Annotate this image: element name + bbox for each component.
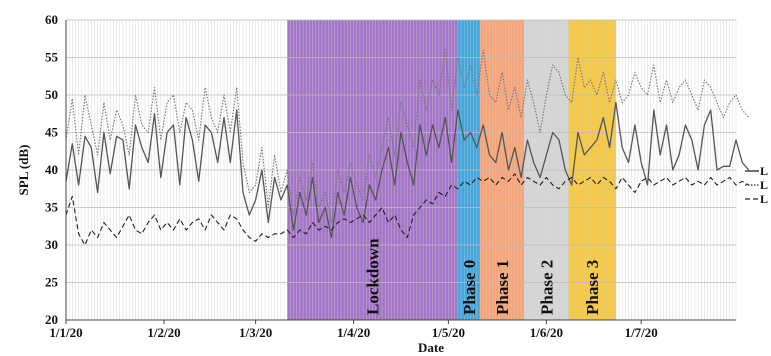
x-tick-label: 1/6/20	[530, 325, 563, 340]
series-line-dotted	[65, 49, 750, 224]
x-tick-label: 1/2/20	[147, 325, 180, 340]
phase-label: Phase 2	[537, 260, 556, 315]
phase-labels: Lockdown Phase 0 Phase 1 Phase 2 Phase 3	[364, 238, 603, 315]
phase-label: Phase 3	[583, 260, 602, 315]
y-tick-label: 20	[45, 312, 58, 327]
legend-label: L	[760, 164, 768, 178]
grid	[65, 19, 737, 321]
legend-label: L	[760, 178, 768, 192]
y-tick-label: 35	[45, 200, 59, 215]
legend-label: L	[760, 192, 768, 206]
y-tick-label: 25	[45, 275, 59, 290]
y-tick-label: 55	[45, 50, 59, 65]
x-tick-label: 1/5/20	[432, 325, 465, 340]
phase-label: Phase 1	[493, 260, 512, 315]
y-tick-label: 60	[45, 12, 58, 27]
series-lines	[65, 49, 750, 246]
y-tick-label: 50	[45, 87, 58, 102]
phase-label: Phase 0	[460, 260, 479, 315]
x-axis-title: Date	[418, 340, 444, 355]
y-tick-label: 30	[45, 237, 58, 252]
x-tick-label: 1/4/20	[337, 325, 370, 340]
x-tick-label: 1/7/20	[625, 325, 658, 340]
y-axis-title: SPL (dB)	[16, 145, 31, 196]
series-line-dashed	[65, 173, 749, 246]
x-tick-label: 1/3/20	[239, 325, 272, 340]
axes: 20 25 30 35 40 45 50 55 60 1/1/20 1/2/20 1/3/20 1/4/…	[45, 12, 736, 340]
y-tick-label: 40	[45, 162, 58, 177]
legend: LLL	[745, 164, 768, 206]
series-line-solid	[65, 101, 750, 239]
phase-label: Lockdown	[364, 238, 383, 315]
y-tick-label: 45	[45, 125, 59, 140]
x-tick-label: 1/1/20	[49, 325, 82, 340]
